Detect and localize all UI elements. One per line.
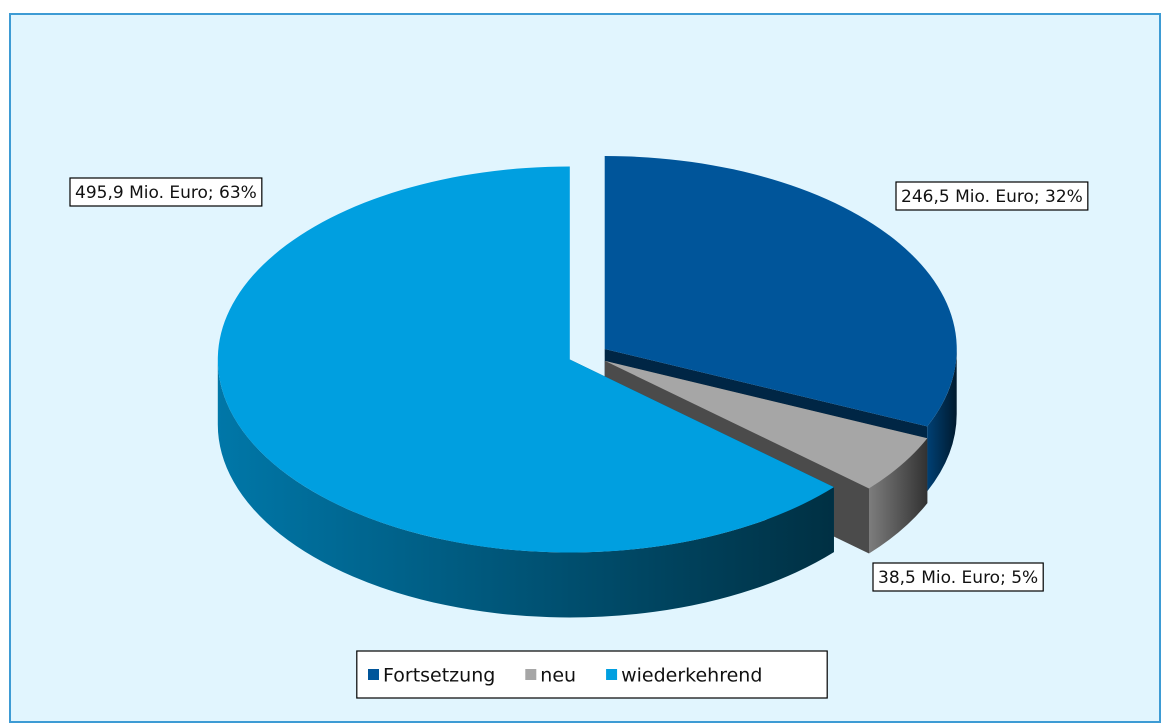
data-label: 495,9 Mio. Euro; 63% xyxy=(75,183,257,203)
pie-slice xyxy=(217,166,834,553)
data-label: 246,5 Mio. Euro; 32% xyxy=(901,187,1083,207)
legend-label: wiederkehrend xyxy=(621,665,762,687)
legend-box xyxy=(356,650,828,699)
slice-side xyxy=(927,349,957,492)
legend-swatch xyxy=(606,669,618,680)
slice-side xyxy=(217,359,834,618)
legend-swatch xyxy=(525,669,537,680)
data-label-box xyxy=(872,562,1044,592)
legend-label: Fortsetzung xyxy=(383,665,495,687)
legend-label: neu xyxy=(540,665,576,687)
data-label-box xyxy=(69,177,263,207)
pie-slice xyxy=(604,156,957,427)
slice-side xyxy=(869,438,928,554)
data-label: 38,5 Mio. Euro; 5% xyxy=(878,568,1038,588)
legend-swatch xyxy=(368,669,379,680)
data-label-box xyxy=(895,181,1089,211)
pie-slice xyxy=(604,360,928,489)
